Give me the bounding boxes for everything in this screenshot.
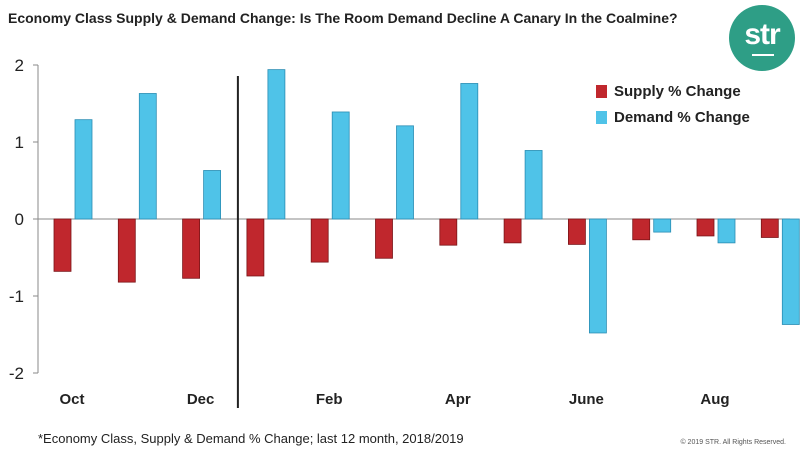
bar-chart: 2 1 0 -1 -2 Oct Dec Feb Apr June Aug bbox=[9, 56, 800, 408]
supply-bar bbox=[632, 218, 651, 241]
supply-bar bbox=[375, 218, 393, 259]
chart-legend: Supply % Change Demand % Change bbox=[596, 78, 750, 130]
x-tick-label: June bbox=[569, 391, 604, 408]
legend-swatch-demand bbox=[596, 110, 607, 124]
supply-bar bbox=[53, 218, 72, 272]
demand-bar bbox=[267, 69, 286, 220]
copyright-notice: © 2019 STR. All Rights Reserved. bbox=[680, 439, 786, 446]
y-tick-label: -1 bbox=[9, 287, 24, 306]
supply-bar bbox=[568, 218, 586, 245]
demand-bar bbox=[460, 83, 479, 220]
demand-bar bbox=[717, 218, 736, 244]
demand-bar bbox=[74, 119, 93, 220]
legend-label-demand: Demand % Change bbox=[614, 108, 750, 126]
y-tick-label: 1 bbox=[15, 133, 24, 152]
footnote: *Economy Class, Supply & Demand % Change… bbox=[38, 431, 464, 446]
supply-bar bbox=[696, 218, 715, 237]
legend-swatch-supply bbox=[596, 84, 607, 98]
demand-bar bbox=[138, 93, 157, 220]
demand-bar bbox=[331, 111, 350, 220]
legend-label-supply: Supply % Change bbox=[614, 82, 741, 100]
chart-title: Economy Class Supply & Demand Change: Is… bbox=[8, 10, 678, 26]
x-tick-label: Apr bbox=[445, 391, 471, 408]
chart-labels: 2 1 0 -1 -2 Oct Dec Feb Apr June Aug bbox=[9, 56, 730, 408]
demand-bar bbox=[589, 218, 607, 334]
logo-underline bbox=[752, 54, 774, 56]
supply-bar bbox=[182, 218, 201, 279]
demand-bar bbox=[203, 170, 222, 220]
y-tick-label: -2 bbox=[9, 364, 24, 383]
x-tick-label: Feb bbox=[316, 391, 343, 408]
demand-bar bbox=[524, 150, 543, 220]
demand-bar bbox=[396, 125, 414, 220]
supply-bar bbox=[310, 218, 329, 263]
supply-bar bbox=[246, 218, 265, 277]
supply-bar bbox=[439, 218, 458, 246]
chart-bars bbox=[53, 69, 800, 334]
x-tick-label: Dec bbox=[187, 391, 215, 408]
demand-bar bbox=[653, 218, 672, 233]
y-tick-label: 2 bbox=[15, 56, 24, 75]
x-tick-label: Oct bbox=[59, 391, 84, 408]
demand-bar bbox=[781, 218, 800, 325]
supply-bar bbox=[117, 218, 136, 283]
legend-item-demand: Demand % Change bbox=[596, 104, 750, 130]
logo-text: str bbox=[744, 18, 780, 51]
legend-item-supply: Supply % Change bbox=[596, 78, 750, 104]
supply-bar bbox=[760, 218, 779, 238]
supply-bar bbox=[503, 218, 522, 244]
x-tick-label: Aug bbox=[700, 391, 729, 408]
str-logo: str bbox=[729, 5, 795, 71]
y-tick-label: 0 bbox=[15, 210, 24, 229]
